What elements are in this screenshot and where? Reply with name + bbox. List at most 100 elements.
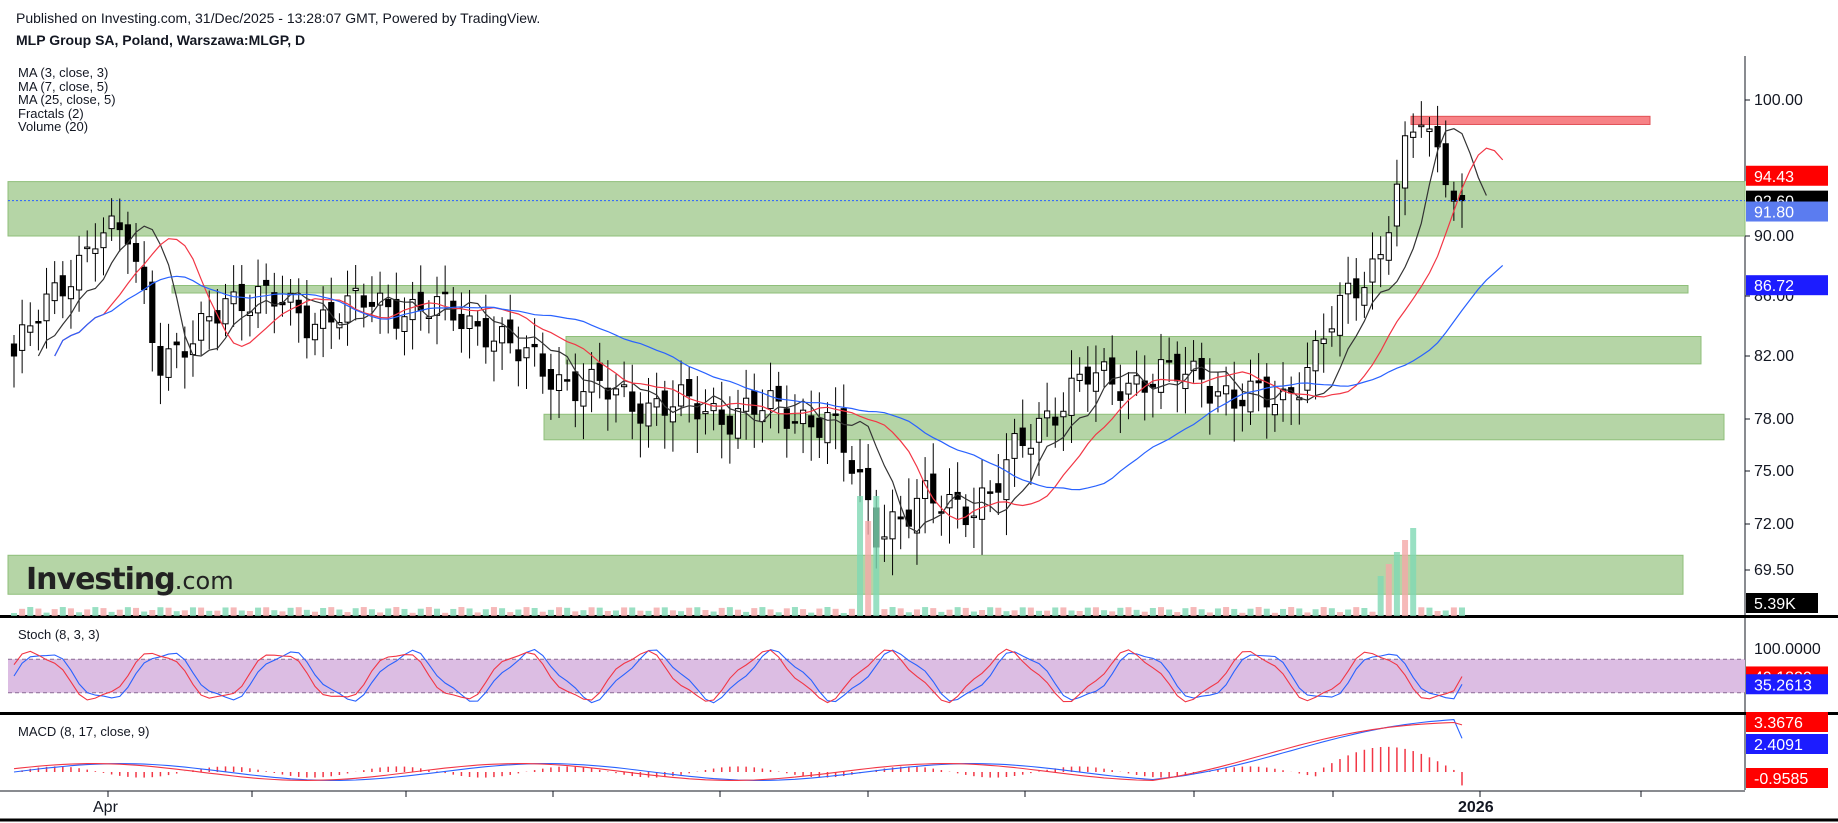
volume-bar [450,608,457,616]
volume-bar [1231,608,1238,616]
logo-suffix: .com [174,567,234,595]
candle-body [726,415,733,435]
candle-body [783,408,790,429]
candle-body [344,295,351,323]
volume-bar [621,607,628,616]
indicator-ma-3[interactable]: MA (3, close, 3) [18,65,109,80]
candle-body [59,275,66,297]
candle-body [1133,375,1140,385]
volume-bar [1092,607,1099,616]
volume-bar [612,610,619,616]
volume-bar [19,608,26,616]
candle-body [165,348,172,378]
volume-bar [393,607,400,616]
candle-body [442,291,449,295]
volume-bar [759,607,766,616]
pane-separator-2 [0,712,1838,715]
candle-body [100,232,107,249]
x-label-2026: 2026 [1458,799,1494,816]
volume-bar [1442,610,1449,616]
volume-bar [661,607,668,616]
candle-body [116,222,123,231]
volume-bar [1044,610,1051,616]
volume-bar [767,609,774,616]
volume-bar [67,608,74,616]
candle-body [1068,377,1075,416]
volume-bar [572,611,579,616]
candle-body [930,473,937,504]
candle-body [1458,194,1466,202]
candle-body [913,497,921,534]
candle-body [328,302,335,323]
candle-body [1279,388,1287,401]
stoch-pane-label[interactable]: Stoch (8, 3, 3) [18,627,100,642]
candle-body [832,413,839,416]
candle-body [1019,427,1026,447]
indicator-ma-7[interactable]: MA (7, close, 5) [18,78,109,94]
volume-bar [1182,608,1189,616]
candle-body [198,313,205,341]
macd-pane-label[interactable]: MACD (8, 17, close, 9) [18,724,150,739]
volume-bar [1247,608,1254,616]
volume-bar [368,609,375,616]
volume-bar [669,610,676,616]
candle-body [222,298,229,325]
volume-bar [995,607,1002,616]
volume-bar [51,609,58,616]
volume-bar [417,608,424,616]
candle-body [824,412,831,444]
candle-body [621,384,628,388]
volume-bar [808,612,815,616]
candle-body [124,224,131,245]
volume-bar [735,609,741,616]
volume-bar [1271,612,1278,616]
volume-bar [360,607,367,616]
volume-bar [1214,608,1221,616]
candle-body [889,511,896,540]
candle-body [686,379,693,397]
volume-bar [539,611,546,616]
candle-body [1214,391,1222,397]
volume-bar [653,607,660,616]
candle-body [580,391,587,407]
stoch-badge-d-bg [1746,674,1828,695]
price-badge-0-label: 94.43 [1754,169,1794,186]
volume-bar [238,610,245,616]
candle-body [433,296,441,316]
volume-bar [279,611,286,616]
candle-body [320,309,327,329]
volume-bar [189,607,196,616]
volume-bar [970,611,977,616]
candle-body [734,408,742,439]
volume-bar [1304,612,1311,616]
volume-bar [92,607,99,616]
volume-bar [930,608,937,616]
volume-bar [344,612,351,616]
candle-body [43,293,50,322]
volume-bar [230,607,237,616]
candle-body [848,460,855,474]
volume-bar [336,609,343,616]
candle-body [401,316,408,332]
volume-bar [1101,610,1108,616]
candle-body [1312,340,1319,372]
volume-bar [198,607,205,616]
indicator-fractals[interactable]: Fractals (2) [18,105,84,121]
volume-bar [1459,607,1465,616]
volume-bar [1345,609,1352,616]
candle-body [938,511,945,514]
x-label-apr: Apr [93,799,119,816]
candle-body [1117,391,1124,401]
candle-body [490,340,498,352]
indicator-ma-25[interactable]: MA (25, close, 5) [18,92,116,107]
volume-bar [1353,607,1360,616]
indicator-volume[interactable]: Volume (20) [18,119,89,134]
candle-body [629,391,636,412]
candle-body [1125,382,1132,395]
volume-bar [1084,607,1091,616]
volume-bar [442,612,449,616]
volume-bar [629,607,636,616]
candle-body [1426,128,1433,133]
volume-bar [824,607,831,616]
